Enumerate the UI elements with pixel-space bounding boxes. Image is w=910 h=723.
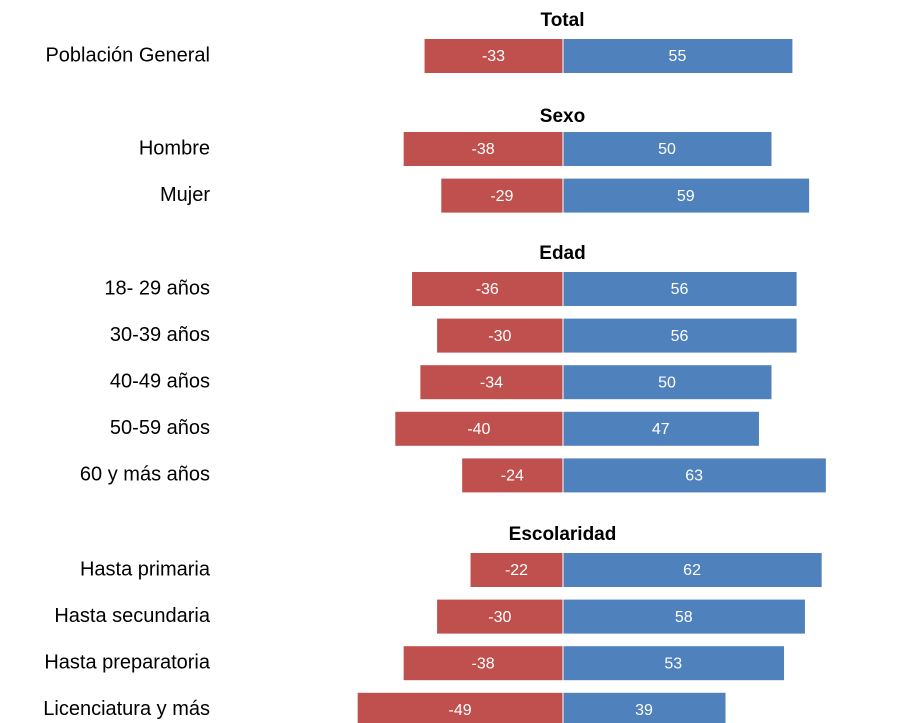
positive-data-label: 56 — [671, 281, 689, 298]
positive-bar — [563, 318, 797, 353]
positive-bar — [563, 272, 797, 306]
negative-bar — [437, 318, 563, 353]
negative-bar — [403, 646, 563, 681]
positive-data-label: 39 — [635, 702, 653, 719]
category-label: Hasta primaria — [80, 558, 211, 580]
group-title: Escolaridad — [509, 524, 617, 545]
negative-bar — [420, 365, 563, 400]
category-label: Población General — [45, 44, 210, 66]
negative-data-label: -36 — [476, 281, 499, 298]
positive-bar — [563, 646, 785, 681]
positive-data-label: 59 — [677, 188, 695, 205]
positive-data-label: 63 — [685, 468, 703, 485]
category-label: Hasta secundaria — [54, 605, 211, 627]
category-label: 60 y más años — [80, 464, 210, 486]
negative-data-label: -38 — [472, 655, 495, 672]
positive-data-label: 50 — [658, 374, 676, 391]
negative-bar — [437, 599, 563, 634]
group-title: Edad — [539, 243, 585, 264]
negative-bar — [357, 692, 563, 723]
positive-bar — [563, 132, 772, 166]
category-label: 18- 29 años — [104, 277, 210, 299]
positive-bar — [563, 411, 759, 446]
positive-bar — [563, 178, 810, 213]
positive-data-label: 58 — [675, 609, 693, 626]
positive-data-label: 50 — [658, 141, 676, 158]
negative-data-label: -40 — [467, 421, 490, 438]
category-label: 50-59 años — [110, 417, 210, 439]
negative-data-label: -30 — [488, 328, 511, 345]
category-label: Hombre — [139, 137, 210, 159]
positive-bar — [563, 692, 726, 723]
group-title: Total — [541, 10, 585, 31]
category-label: 30-39 años — [110, 324, 210, 346]
category-label: Hasta preparatoria — [44, 651, 211, 673]
positive-bar — [563, 458, 826, 493]
positive-data-label: 47 — [652, 421, 670, 438]
category-label: 40-49 años — [110, 370, 210, 392]
negative-data-label: -29 — [490, 188, 513, 205]
positive-bar — [563, 39, 793, 73]
negative-bar — [403, 132, 563, 166]
negative-bar — [424, 39, 563, 73]
category-label: Licenciatura y más — [43, 698, 210, 720]
category-label: Mujer — [160, 184, 210, 206]
positive-data-label: 53 — [664, 655, 682, 672]
positive-data-label: 56 — [671, 328, 689, 345]
negative-bar — [441, 178, 563, 213]
negative-data-label: -24 — [501, 468, 524, 485]
group-title: Sexo — [540, 106, 585, 127]
positive-bar — [563, 599, 805, 634]
negative-bar — [470, 553, 563, 587]
negative-data-label: -33 — [482, 48, 505, 65]
positive-data-label: 55 — [669, 48, 687, 65]
negative-data-label: -49 — [449, 702, 472, 719]
positive-bar — [563, 365, 772, 400]
negative-data-label: -38 — [472, 141, 495, 158]
negative-bar — [462, 458, 563, 493]
positive-bar — [563, 553, 822, 587]
negative-data-label: -22 — [505, 562, 528, 579]
positive-data-label: 62 — [683, 562, 701, 579]
negative-data-label: -30 — [488, 609, 511, 626]
negative-bar — [395, 411, 563, 446]
negative-bar — [412, 272, 563, 306]
negative-data-label: -34 — [480, 374, 503, 391]
